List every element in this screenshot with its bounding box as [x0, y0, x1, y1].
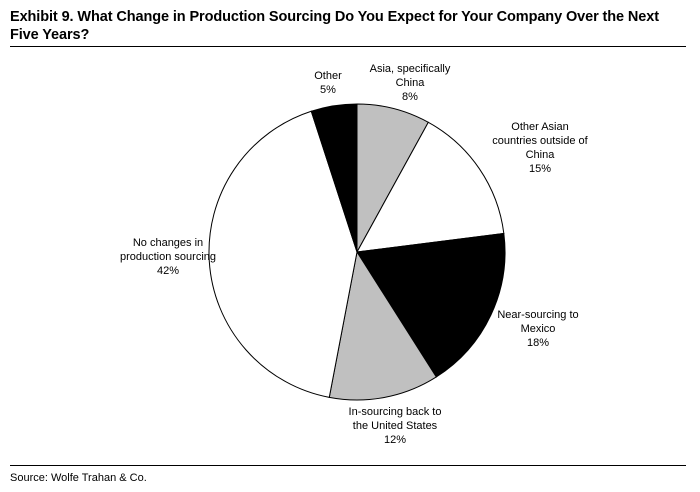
- slice-label: Near-sourcing to Mexico 18%: [497, 308, 578, 350]
- pie-slice: [328, 250, 437, 401]
- slice-label: Other Asian countries outside of China 15%: [492, 120, 587, 176]
- slice-label-text: China: [395, 77, 425, 89]
- slice-label-text: production sourcing: [119, 251, 217, 263]
- pie-slice: [356, 121, 505, 253]
- slice-label: Asia, specifically China 8%: [370, 62, 451, 104]
- slice-value-label: 12%: [383, 434, 407, 446]
- slice-label-text: In-sourcing back to: [348, 406, 442, 418]
- slice-value-label: 5%: [320, 84, 336, 96]
- slice-label-text: Near-sourcing to: [497, 309, 579, 321]
- slice-label-text: China: [525, 149, 555, 161]
- title-rule: [10, 46, 686, 47]
- slice-label: In-sourcing back to the United States 12%: [349, 405, 442, 447]
- slice-label-text: the United States: [352, 420, 438, 432]
- slice-label: No changes in production sourcing 42%: [120, 236, 216, 278]
- pie-slice: [310, 103, 358, 253]
- pie-slice: [356, 232, 506, 378]
- slice-label-text: Other: [314, 70, 342, 82]
- slice-value-label: 42%: [156, 265, 180, 277]
- slice-label-text: Mexico: [520, 323, 556, 335]
- source-rule: [10, 465, 686, 466]
- slice-label-text: No changes in: [132, 237, 204, 249]
- slice-label-text: Asia, specifically: [369, 63, 451, 75]
- slice-value-label: 18%: [526, 337, 550, 349]
- pie-slice: [208, 110, 358, 398]
- slice-label-text: Other Asian: [511, 121, 569, 133]
- slice-value-label: 15%: [528, 163, 552, 175]
- chart-title: Exhibit 9. What Change in Production Sou…: [10, 9, 659, 43]
- slice-value-label: 8%: [402, 91, 418, 103]
- slice-label-text: countries outside of: [492, 135, 588, 147]
- source-note: Source: Wolfe Trahan & Co.: [10, 472, 147, 484]
- slice-label: Other 5%: [314, 69, 342, 97]
